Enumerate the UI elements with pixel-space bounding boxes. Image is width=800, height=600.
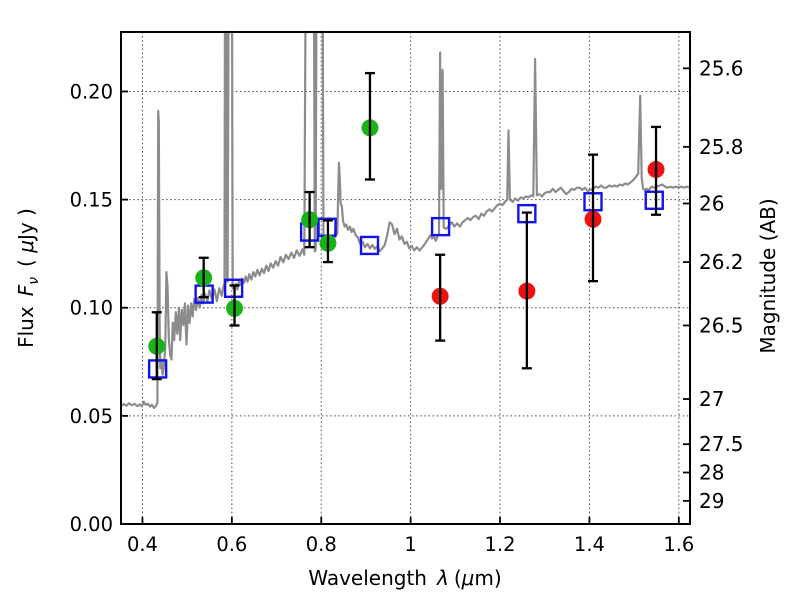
y-tick-label-right: 25.6 [699, 56, 744, 80]
y-tick-label-left: 0.15 [70, 189, 113, 212]
x-tick-label: 1.6 [663, 533, 694, 556]
left-y-axis-label: Flux Fν ( μJy ) [14, 78, 42, 478]
y-tick-label-right: 26.5 [699, 313, 744, 337]
y-tick-label-left: 0.00 [70, 513, 113, 536]
mu-symbol-flux: μ [14, 240, 38, 253]
x-unit-close: m) [474, 566, 502, 590]
mu-symbol: μ [461, 566, 475, 590]
x-axis-label: Wavelength λ (μm) [0, 566, 800, 590]
flux-subscript-nu: ν [26, 276, 42, 285]
y-tick-label-right: 27.5 [699, 432, 744, 456]
flux-unit-close: Jy ) [14, 208, 38, 241]
x-tick-label: 1 [404, 533, 416, 556]
spectrum-line [120, 30, 691, 409]
x-tick-label: 0.6 [216, 533, 247, 556]
x-unit-open: ( [453, 566, 462, 590]
y-tick-label-right: 25.8 [699, 135, 744, 159]
x-axis-label-word: Wavelength [308, 566, 427, 590]
y-tick-label-right: 28 [699, 461, 724, 485]
flux-label-word: Flux [14, 306, 38, 348]
y-tick-label-right: 29 [699, 489, 724, 513]
lambda-symbol: λ [436, 566, 449, 590]
flux-symbol: F [14, 284, 38, 297]
x-tick-label: 0.8 [306, 533, 337, 556]
y-tick-label-right: 27 [699, 387, 724, 411]
magnitude-label-text: Magnitude (AB) [756, 198, 780, 354]
y-tick-label-left: 0.20 [70, 80, 113, 103]
y-tick-label-right: 26 [699, 191, 724, 215]
right-y-axis-label: Magnitude (AB) [756, 76, 780, 476]
model-photometry-point [430, 216, 451, 237]
x-tick-label: 1.4 [574, 533, 605, 556]
y-tick-label-left: 0.10 [70, 297, 113, 320]
model-photometry-point [359, 235, 380, 256]
y-tick-label-left: 0.05 [70, 405, 113, 428]
x-tick-label: 0.4 [127, 533, 158, 556]
y-tick-label-right: 26.2 [699, 250, 744, 274]
x-tick-label: 1.2 [485, 533, 516, 556]
flux-unit-open: ( [14, 252, 38, 267]
model-photometry-point [644, 190, 664, 210]
axes-spines [120, 31, 691, 525]
